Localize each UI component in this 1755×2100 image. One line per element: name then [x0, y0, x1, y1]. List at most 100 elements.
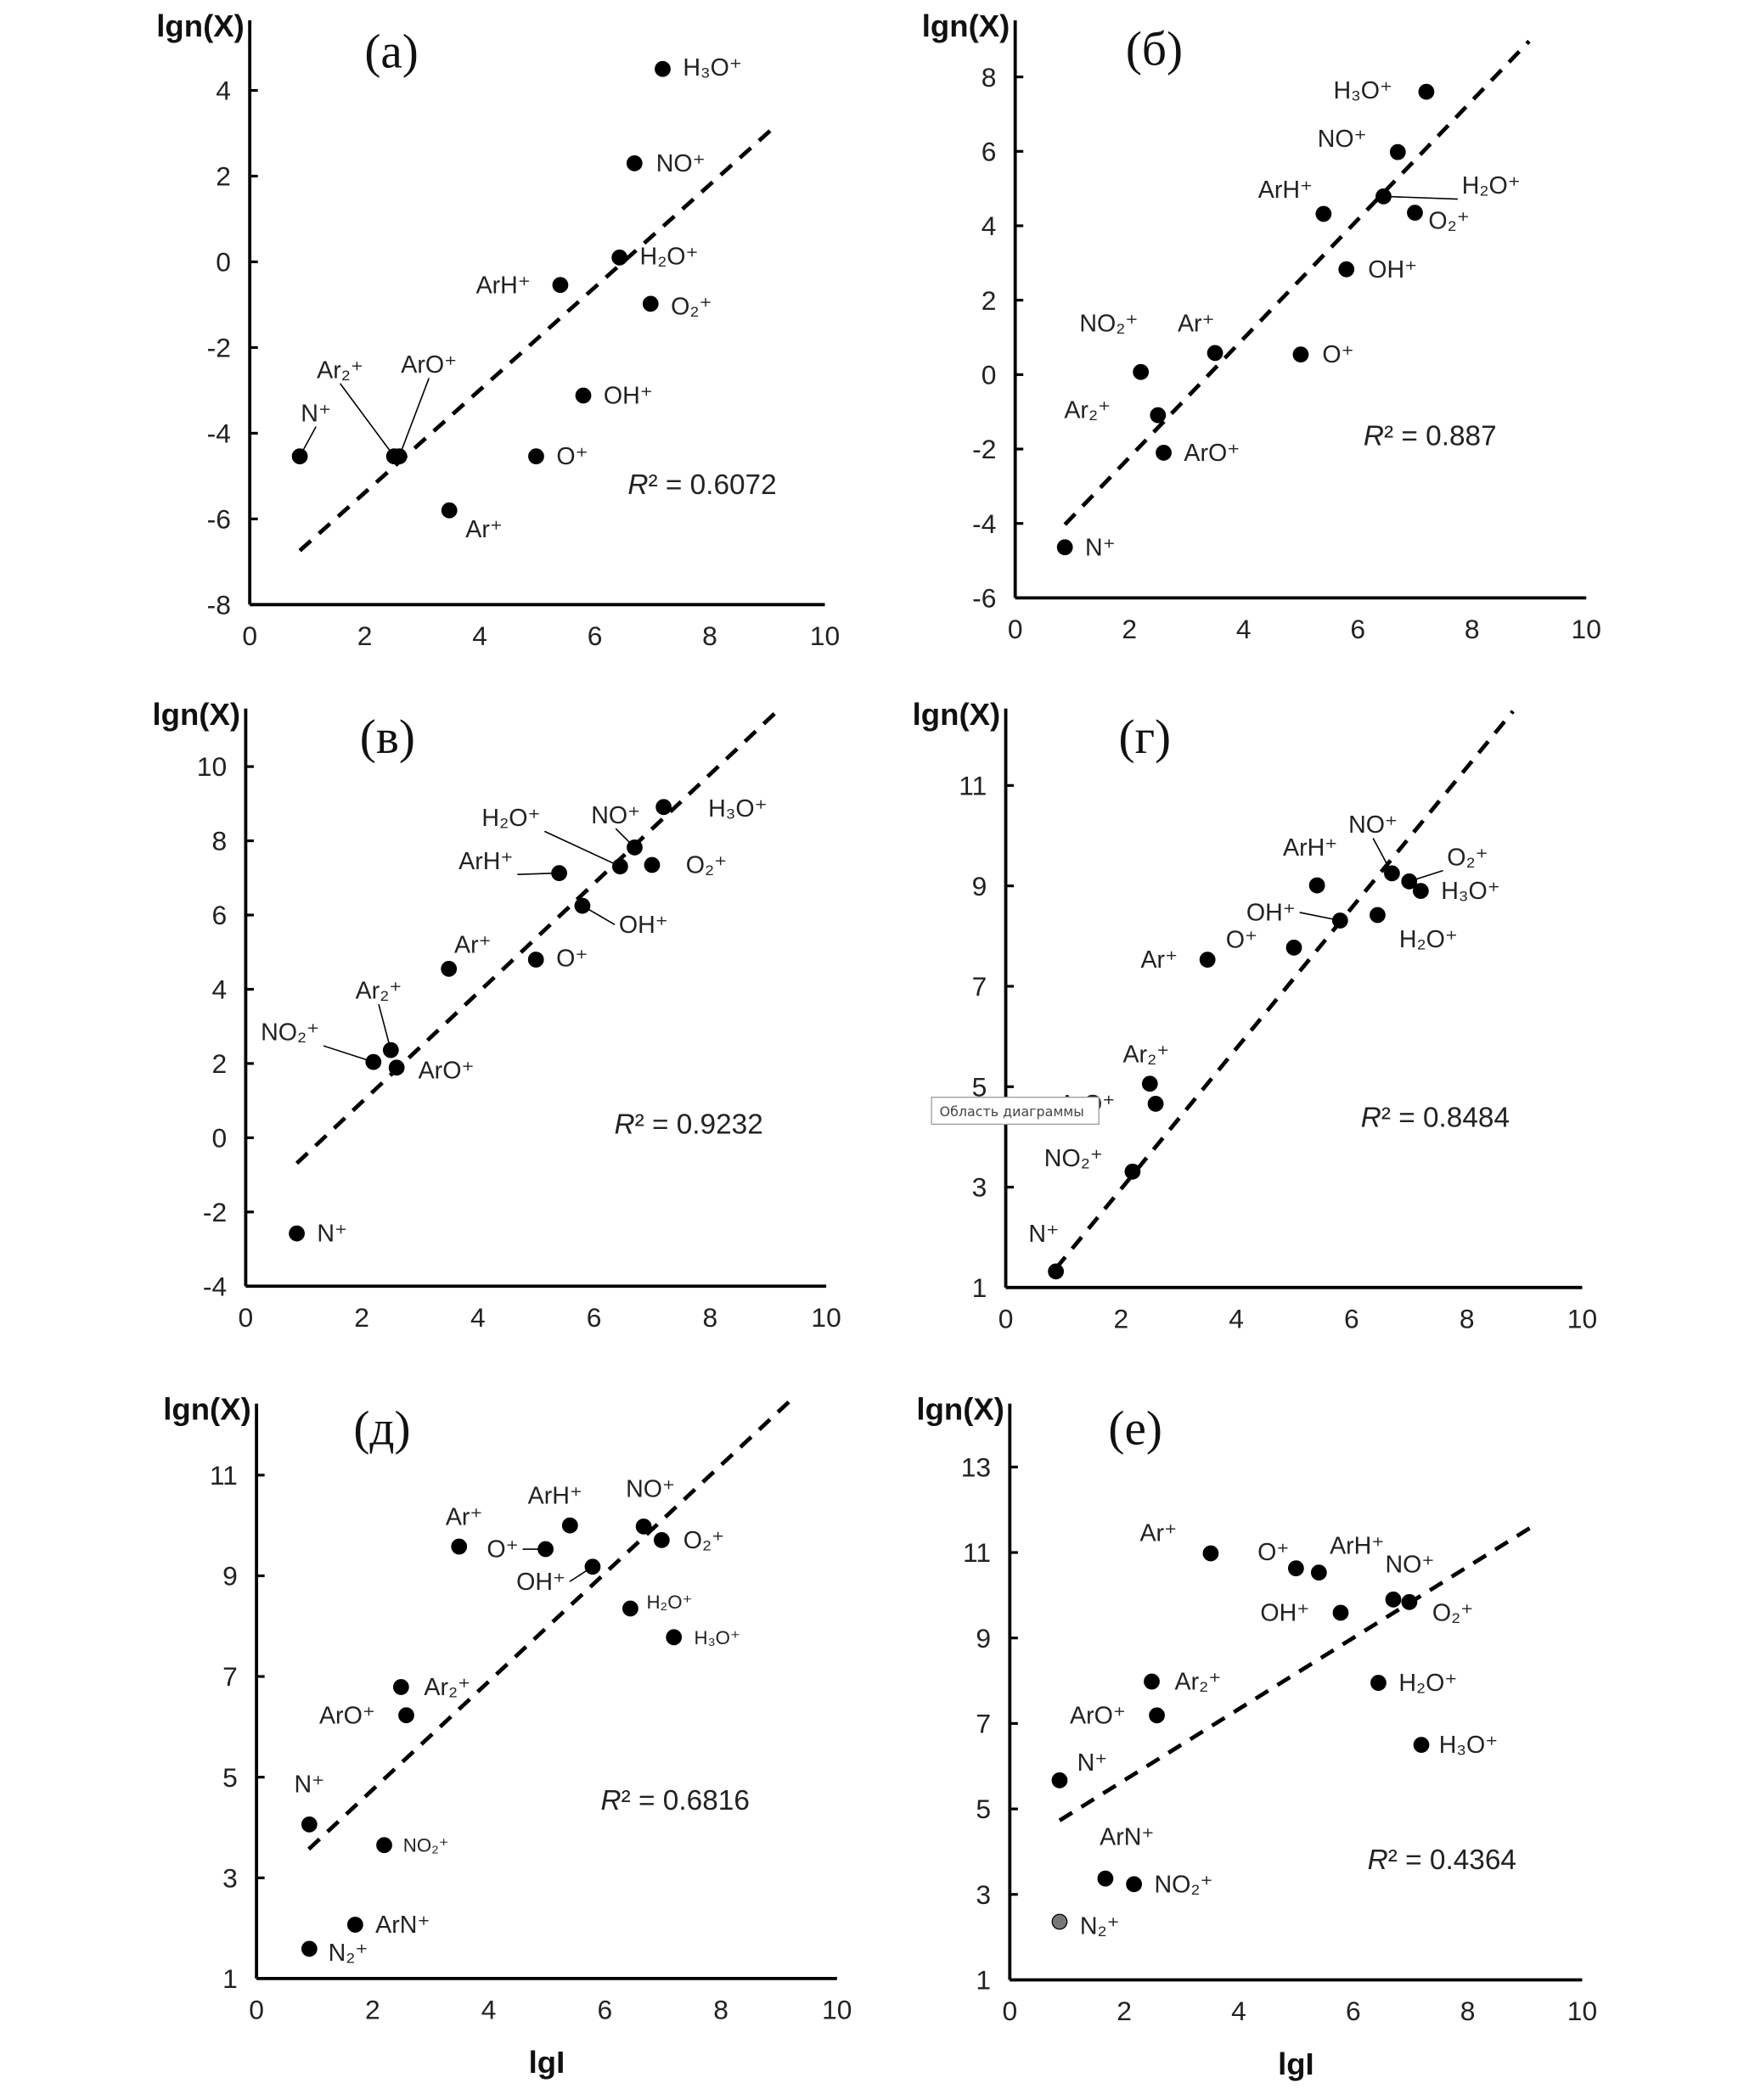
y-tick-label: 2: [982, 285, 997, 316]
x-tick-label: 6: [1344, 1304, 1359, 1334]
trendline: [1058, 1520, 1540, 1822]
data-point: [1285, 940, 1302, 956]
y-tick-label: 1: [976, 1965, 991, 1996]
data-point-label: OH⁺: [604, 382, 653, 409]
y-tick-label: 3: [976, 1879, 991, 1910]
data-point-label: H₃O⁺: [1441, 878, 1500, 905]
x-tick-label: 6: [597, 1995, 612, 2025]
data-point: [1051, 1772, 1068, 1788]
data-point: [398, 1707, 414, 1724]
data-point-label: OH⁺: [1260, 1600, 1309, 1627]
r2-value: ² = 0.9232: [635, 1109, 763, 1141]
data-point-label: NO₂⁺: [1154, 1871, 1212, 1898]
r2-value: ² = 0.8484: [1381, 1103, 1510, 1134]
data-point: [1141, 1075, 1158, 1092]
data-point: [561, 1517, 578, 1534]
data-point: [388, 1059, 405, 1076]
r2-value: ² = 0.6816: [622, 1785, 750, 1816]
label-leader-line: [582, 905, 616, 926]
data-point-label: O⁺: [556, 945, 588, 972]
x-tick-label: 4: [481, 1995, 497, 2025]
x-tick-label: 8: [713, 1995, 728, 2025]
x-tick-label: 0: [1002, 1996, 1017, 2026]
data-point: [1133, 363, 1150, 380]
r-squared-label: R² = 0.4364: [1368, 1845, 1516, 1876]
data-point: [1150, 407, 1167, 424]
x-tick-label: 0: [1008, 614, 1023, 644]
label-leader-line: [299, 426, 317, 458]
data-point: [376, 1837, 392, 1854]
data-point: [1124, 1163, 1141, 1180]
data-point: [289, 1225, 305, 1242]
r-squared-label: R² = 0.887: [1364, 421, 1497, 452]
data-point-label: OH⁺: [619, 912, 668, 939]
data-point: [1288, 1560, 1304, 1577]
data-point-label: O⁺: [1322, 341, 1353, 368]
x-tick-label: 2: [354, 1302, 369, 1333]
data-point-label: H₂O⁺: [1399, 926, 1458, 953]
x-tick-label: 4: [472, 620, 487, 651]
data-point-label: Ar⁺: [1178, 310, 1215, 337]
data-point-label: N⁺: [294, 1771, 324, 1798]
x-tick-label: 8: [1465, 614, 1480, 644]
data-point: [451, 1538, 468, 1555]
y-tick-label: 0: [211, 1122, 227, 1153]
y-axis-label: lgn(X): [153, 697, 241, 732]
data-point-label: ArH⁺: [458, 848, 513, 875]
x-tick-label: 8: [1460, 1996, 1476, 2026]
trendline: [307, 1395, 796, 1851]
y-tick-label: 4: [216, 76, 231, 106]
y-tick-label: -4: [207, 418, 231, 449]
y-tick-label: 11: [963, 1537, 991, 1568]
x-tick-label: 10: [810, 620, 840, 651]
data-point: [1385, 1592, 1402, 1608]
y-tick-label: -6: [972, 582, 996, 613]
chart-panel-3: -4 -2 0 2 4 6 8 10 0 2 4 6 8 10 lgn(X) (в) H₃O⁺ NO⁺ H₂O⁺ O₂…: [153, 697, 841, 1333]
data-point: [1338, 261, 1355, 278]
data-point-label: OH⁺: [1246, 899, 1296, 926]
data-point: [575, 387, 592, 404]
data-point: [1407, 205, 1423, 222]
data-point: [301, 1940, 318, 1957]
data-point: [1401, 1594, 1418, 1610]
y-tick-label: 0: [216, 247, 231, 278]
y-tick-label: 9: [972, 871, 987, 901]
panel-title: (а): [364, 25, 419, 78]
data-point: [441, 961, 458, 977]
data-point-label: ArH⁺: [1330, 1532, 1384, 1559]
x-tick-label: 8: [1460, 1304, 1475, 1334]
data-point-label: N⁺: [1085, 534, 1116, 561]
label-leader-line: [1299, 912, 1341, 922]
r2-value: ² = 0.887: [1384, 421, 1497, 452]
data-point: [644, 856, 661, 873]
data-point-label: N⁺: [301, 400, 331, 427]
data-point-label: H₃O⁺: [1439, 1732, 1499, 1759]
chart-panel-5: 1 3 5 7 9 11 0 2 4 6 8 10 lgn(X) lgI (д) Ar⁺O⁺ ArH⁺ NO⁺ O₂…: [163, 1392, 852, 2080]
r2-symbol: R: [1361, 1103, 1381, 1134]
data-point-label: NO₂⁺: [1079, 311, 1138, 338]
tooltip-text: Область диаграммы: [940, 1103, 1084, 1120]
data-point-label: O⁺: [1226, 926, 1257, 953]
panel-title: (г): [1119, 710, 1172, 764]
x-axis-label: lgI: [1278, 2047, 1314, 2081]
r-squared-label: R² = 0.6816: [601, 1785, 750, 1816]
panel-title: (в): [360, 710, 415, 764]
data-point: [1048, 1263, 1064, 1280]
chart-area-tooltip: Область диаграммы: [931, 1097, 1100, 1126]
data-point: [441, 502, 458, 519]
x-axis-label: lgI: [529, 2045, 565, 2080]
data-point-label: N₂⁺: [329, 1940, 368, 1967]
data-point: [1207, 345, 1223, 362]
label-leader-line: [517, 872, 560, 875]
y-tick-label: -6: [207, 503, 231, 534]
data-point-label: ArH⁺: [476, 272, 531, 299]
y-tick-label: 9: [222, 1561, 238, 1592]
y-tick-label: 3: [222, 1862, 238, 1893]
y-tick-label: 6: [982, 136, 997, 166]
data-point-label: Ar₂⁺: [1175, 1669, 1222, 1696]
x-tick-label: 8: [702, 620, 717, 651]
y-axis-label: lgn(X): [916, 1392, 1004, 1427]
chart-panel-4: 1 3 5 7 9 11 0 2 4 6 8 10 lgn(X) (г) H₃O⁺ O₂⁺ NO⁺ H₂O⁺ ArH…: [913, 697, 1597, 1334]
